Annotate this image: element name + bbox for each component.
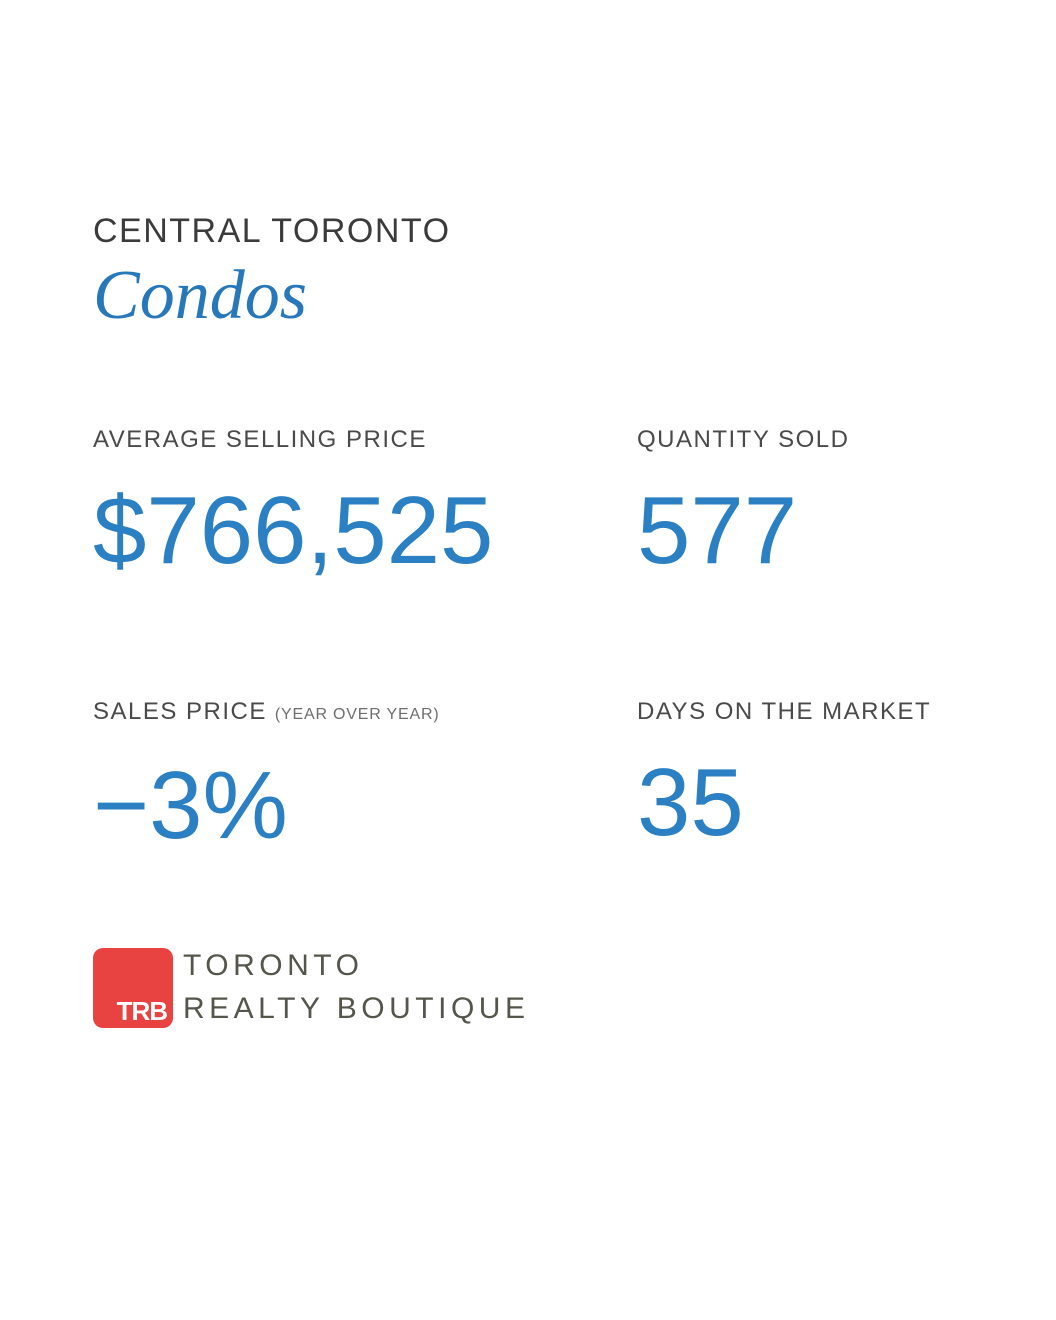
stat-label-sales-price: SALES PRICE (YEAR OVER YEAR) <box>93 697 439 730</box>
trb-logo-badge: TRB <box>93 948 173 1028</box>
stat-label-sales-price-text: SALES PRICE <box>93 698 267 725</box>
region-title: CENTRAL TORONTO <box>93 212 451 250</box>
stat-sales-price-yoy: SALES PRICE (YEAR OVER YEAR) −3% <box>93 697 439 854</box>
stat-label-sales-price-note: (YEAR OVER YEAR) <box>274 706 440 723</box>
brand-name: TORONTO REALTY BOUTIQUE <box>183 944 529 1030</box>
stat-value-days-on-market: 35 <box>637 749 744 856</box>
brand-lockup: TRB TORONTO REALTY BOUTIQUE <box>93 948 529 1030</box>
stat-average-selling-price: AVERAGE SELLING PRICE $766,525 <box>93 425 493 579</box>
stat-quantity-sold: QUANTITY SOLD 577 <box>637 425 849 579</box>
stat-label-days-on-market: DAYS ON THE MARKET <box>637 698 932 725</box>
stat-value-quantity-sold: 577 <box>637 477 798 584</box>
stat-label-quantity-sold: QUANTITY SOLD <box>637 426 850 453</box>
brand-name-line2: REALTY BOUTIQUE <box>183 992 530 1025</box>
trb-logo-text: TRB <box>116 996 168 1026</box>
brand-name-line1: TORONTO <box>183 949 364 982</box>
stat-label-average-selling-price: AVERAGE SELLING PRICE <box>93 426 427 453</box>
segment-title: Condos <box>93 257 307 334</box>
stat-value-average-selling-price: $766,525 <box>93 477 494 584</box>
stat-days-on-market: DAYS ON THE MARKET 35 <box>637 697 931 851</box>
stat-value-sales-price: −3% <box>93 752 288 859</box>
